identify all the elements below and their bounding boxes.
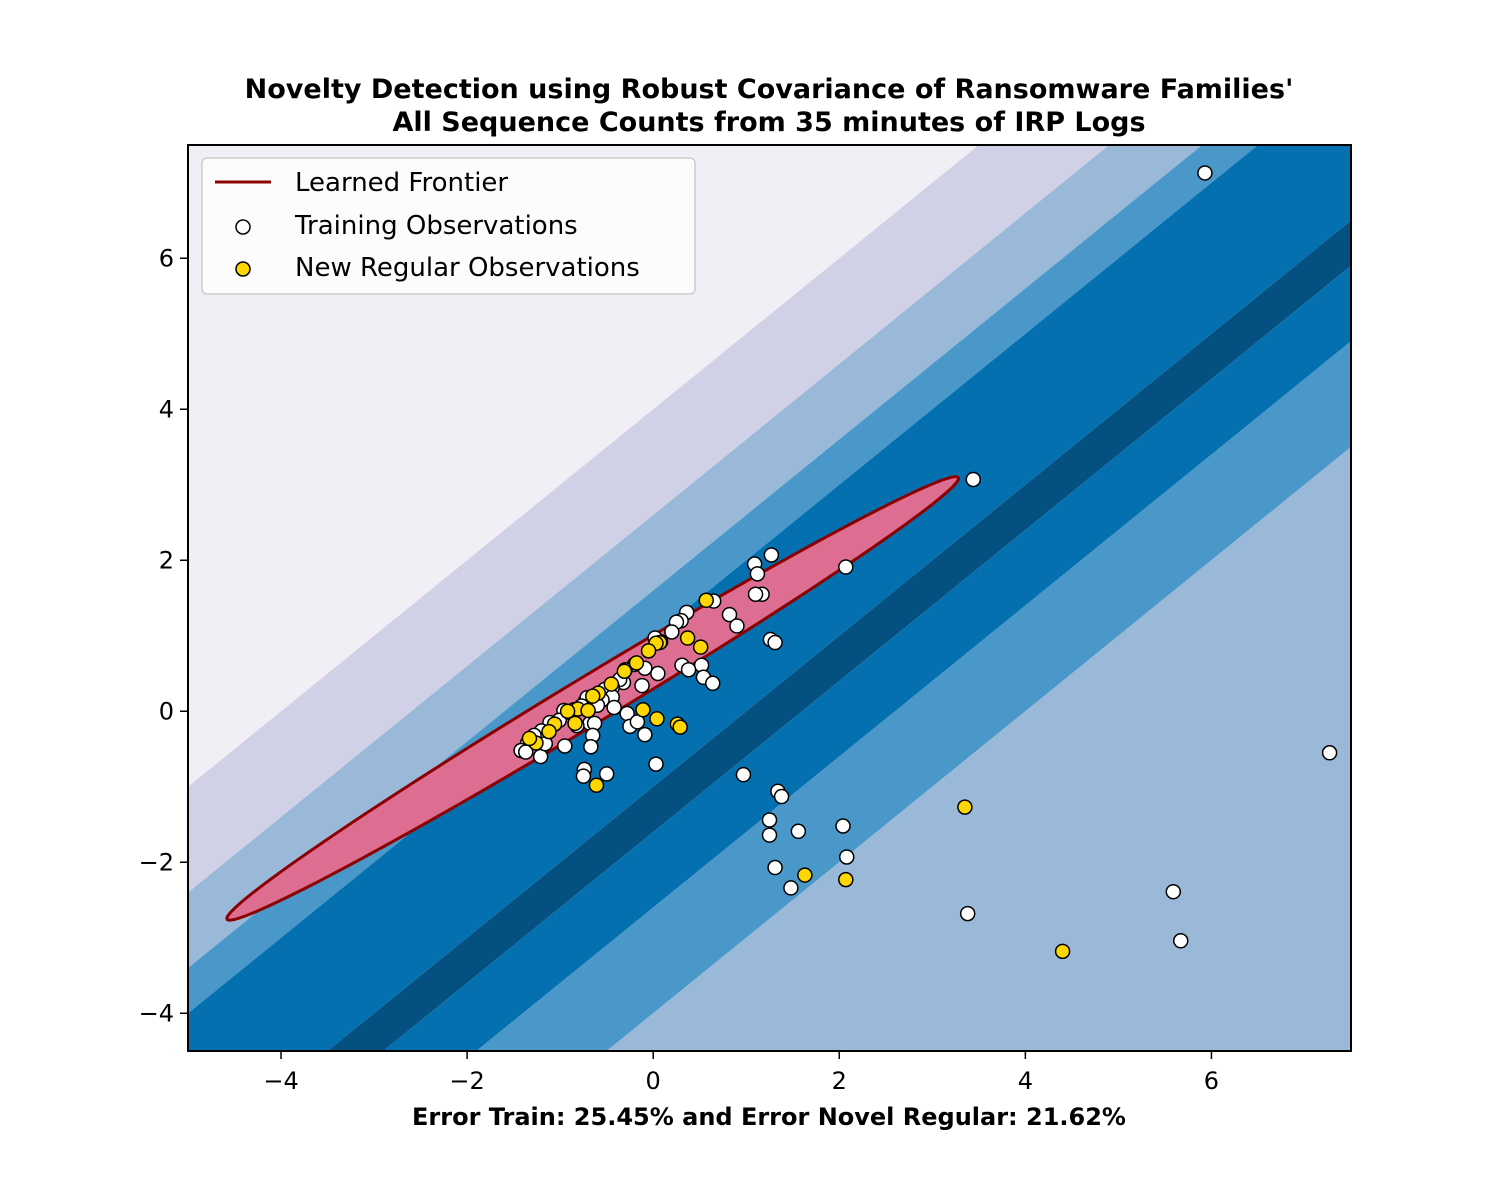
y-tick-label: 6 [159,244,174,272]
training-observation-point [680,661,697,678]
new-regular-observation-point [838,871,854,888]
training-observation-point [583,738,599,755]
training-observation-point [773,788,790,805]
training-observation-point [735,766,752,783]
training-observation-point [575,768,592,784]
plot-frame [187,144,1352,1052]
x-axis: −4 −2 0 2 4 6 [263,1051,1219,1095]
new-regular-observation-point [559,703,576,719]
x-tick-label: 4 [1018,1067,1033,1095]
background-band [188,145,1203,968]
training-observation-point [648,756,664,772]
new-regular-observation-point [541,723,557,740]
chart-title-line-1: Novelty Detection using Robust Covarianc… [245,74,1294,105]
training-observation-point [664,624,680,640]
new-regular-observation-point [698,592,714,609]
legend-new-regular-marker [235,261,251,277]
training-observation-point [761,827,778,843]
training-observation-point [965,471,982,488]
training-observation-point [790,823,807,840]
new-regular-observation-point [628,655,645,671]
training-observation-point [1172,933,1189,949]
legend-training-marker [235,219,251,235]
training-observation-point [705,675,721,692]
training-observation-point [767,859,783,876]
new-regular-observation-point [521,730,538,747]
legend-label-training: Training Observations [294,211,578,241]
training-observation-point [838,849,855,865]
training-observation-point [598,766,615,782]
new-regular-observation-point [692,639,709,655]
y-axis: −4 −2 0 2 4 6 [139,244,188,1027]
training-observation-point [637,726,653,743]
x-tick-label: 2 [832,1067,847,1095]
new-regular-observation-point [616,663,633,679]
training-observation-point [835,818,851,834]
x-tick-label: 6 [1204,1067,1219,1095]
legend-box [201,157,696,295]
new-regular-observation-point [679,630,696,646]
training-observation-point [767,634,783,651]
training-observation-point [747,586,764,602]
new-regular-observation-point [1054,943,1071,960]
y-tick-label: 2 [159,546,174,574]
new-regular-observation-point [588,777,605,793]
new-regular-observation-point [584,688,601,704]
training-observation-point [721,606,738,623]
chart-title-line-2: All Sequence Counts from 35 minutes of I… [392,107,1145,138]
background-band [327,220,1351,1051]
new-regular-observation-point [649,711,665,727]
training-observation-point [1197,165,1213,181]
training-observation-point [783,880,799,896]
training-observation-point [729,618,745,634]
training-observation-point [749,566,766,582]
training-observation-point [650,665,666,682]
new-regular-observation-point [603,676,620,692]
x-axis-label: Error Train: 25.45% and Error Novel Regu… [412,1103,1126,1131]
y-tick-label: −4 [139,999,174,1027]
background-band [476,341,1351,1051]
new-regular-observation-point [672,719,688,735]
new-regular-observation-point [580,702,596,719]
legend: Learned Frontier Training Observations N… [201,157,696,295]
new-regular-observation-point [957,799,973,815]
y-tick-label: 4 [159,395,174,423]
new-regular-observation-point [797,867,813,883]
training-observation-point [634,677,650,694]
plot-area [188,145,1351,1051]
training-observation-point [959,905,976,922]
training-observation-point [838,559,854,575]
x-tick-label: 0 [646,1067,661,1095]
y-tick-label: 0 [159,697,174,725]
background-band [383,265,1351,1051]
new-regular-observation-point [635,701,651,718]
training-observation-point [1165,883,1182,900]
training-observation-point [761,812,778,828]
legend-label-frontier: Learned Frontier [295,168,508,198]
x-tick-label: −2 [449,1067,484,1095]
training-observation-point [532,748,549,765]
y-tick-label: −2 [139,848,174,876]
training-observation-point [606,699,622,716]
x-tick-label: −4 [263,1067,298,1095]
new-regular-observation-point [567,715,583,732]
training-observation-point [763,547,780,563]
training-observation-point [1321,745,1338,761]
background-band [188,145,1110,893]
background-band [606,447,1351,1051]
training-observation-point [557,738,573,754]
new-regular-observation-point [640,643,657,659]
scatter-points [513,165,1338,960]
legend-label-new-regular: New Regular Observations [295,253,640,283]
